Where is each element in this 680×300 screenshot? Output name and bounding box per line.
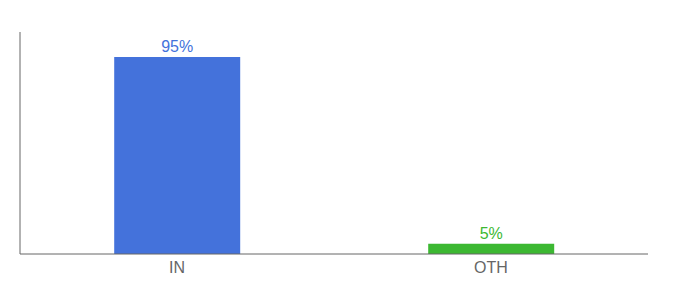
- svg-text:95%: 95%: [161, 38, 193, 55]
- svg-text:IN: IN: [169, 259, 185, 276]
- svg-text:OTH: OTH: [474, 259, 508, 276]
- svg-text:5%: 5%: [480, 225, 503, 242]
